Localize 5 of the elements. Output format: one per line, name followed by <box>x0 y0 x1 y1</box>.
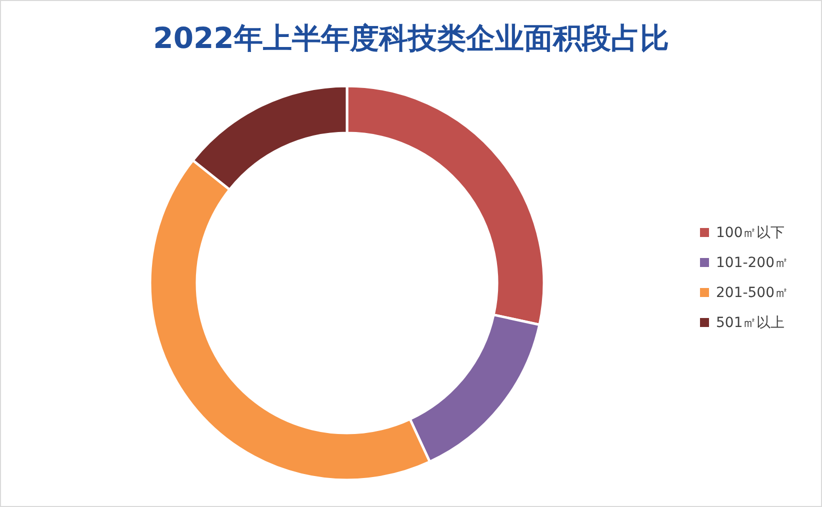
legend-label: 100㎡以下 <box>716 225 785 241</box>
legend-label: 501㎡以上 <box>716 315 785 331</box>
chart-title: 2022年上半年度科技类企业面积段占比 <box>153 21 669 55</box>
legend-label: 201-500㎡ <box>716 285 788 301</box>
legend-label: 101-200㎡ <box>716 255 788 271</box>
